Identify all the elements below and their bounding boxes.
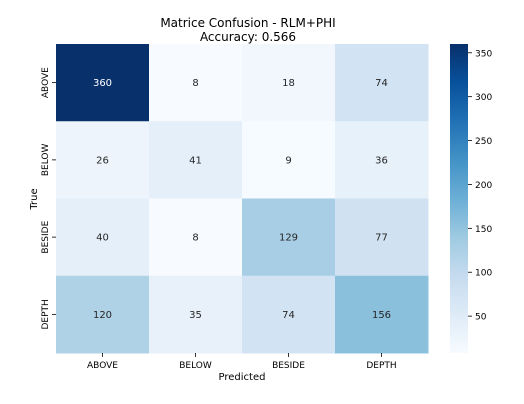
colorbar [450,44,468,353]
cell-value-label: 40 [96,233,109,244]
y-tick-label: BESIDE [41,220,51,253]
cell-value-label: 41 [189,155,202,166]
y-tick-label: BELOW [41,144,51,177]
heatmap-cell [149,121,243,199]
y-axis: ABOVE BELOW BESIDE DEPTH [41,67,56,330]
colorbar-tick-label: 100 [475,269,492,279]
chart-subtitle: Accuracy: 0.566 [200,30,296,44]
colorbar-tick-label: 250 [475,137,492,147]
x-tick-label: DEPTH [366,361,396,371]
cell-value-label: 9 [285,155,291,166]
cell-annotations: 360 8 18 74 26 41 9 36 40 8 129 77 120 35 74 156 [93,78,391,321]
cell-value-label: 26 [96,155,109,166]
cell-value-label: 8 [192,78,198,89]
colorbar-tick-label: 300 [475,93,492,103]
colorbar-tick-label: 350 [475,49,492,59]
cell-value-label: 8 [192,233,198,244]
x-tick-label: ABOVE [87,361,118,371]
cell-value-label: 35 [189,310,202,321]
y-axis-label: True [29,188,40,210]
heatmap-cell [56,121,150,199]
heatmap-cell [335,44,429,122]
colorbar-tick-label: 200 [475,181,492,191]
cell-value-label: 74 [282,310,295,321]
cell-value-label: 36 [375,155,388,166]
y-tick-label: ABOVE [41,67,51,98]
heatmap-cell [149,44,243,122]
heatmap-cells [56,44,429,354]
cell-value-label: 74 [375,78,388,89]
cell-value-label: 129 [279,233,298,244]
heatmap-cell [56,198,150,277]
colorbar-tick-label: 50 [475,313,487,323]
cell-value-label: 18 [282,78,295,89]
heatmap-cell [242,44,336,122]
x-axis: ABOVE BELOW BESIDE DEPTH [87,353,397,371]
heatmap-cell [335,121,429,199]
y-tick-label: DEPTH [41,299,51,329]
heatmap-cell [335,198,429,277]
heatmap-cell [335,275,429,354]
cell-value-label: 156 [372,310,391,321]
colorbar-ticks: 50 100 150 200 250 300 350 [468,49,492,323]
x-tick-label: BESIDE [272,361,305,371]
heatmap-cell [242,198,336,277]
chart-title: Matrice Confusion - RLM+PHI [160,16,335,30]
x-tick-label: BELOW [179,361,212,371]
x-axis-label: Predicted [219,372,266,383]
heatmap-cell [149,275,243,354]
cell-value-label: 120 [93,310,112,321]
heatmap-cell [149,198,243,277]
heatmap-cell [56,44,150,122]
cell-value-label: 360 [93,78,112,89]
heatmap-cell [56,275,150,354]
colorbar-tick-label: 150 [475,225,492,235]
cell-value-label: 77 [375,233,388,244]
heatmap-cell [242,121,336,199]
heatmap-cell [242,275,336,354]
